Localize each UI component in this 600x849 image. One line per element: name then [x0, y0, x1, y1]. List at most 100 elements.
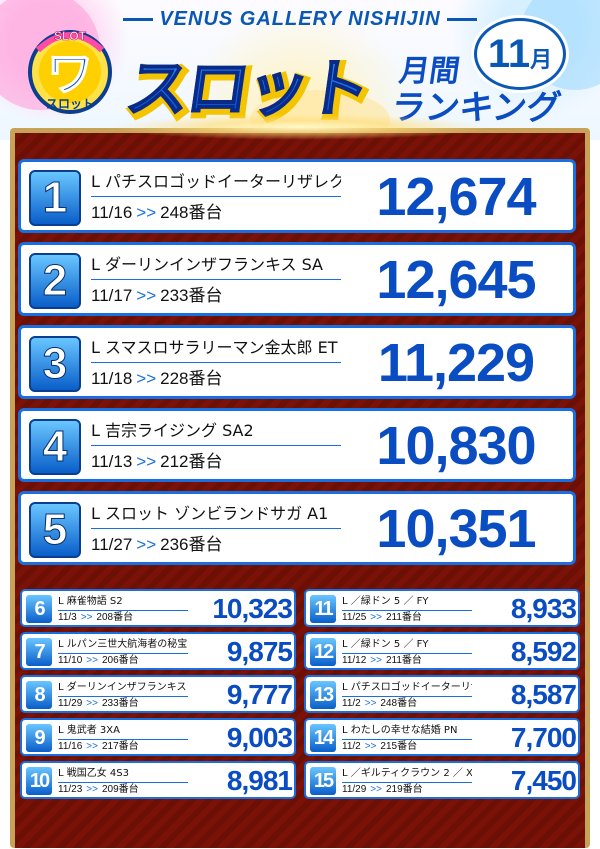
rank-number: 13	[310, 681, 336, 709]
rank-card-small: 11 L ／緑ドン 5 ／ FY 11/25 >> 211番台 8,933	[304, 589, 580, 627]
rank-card-small: 12 L ／緑ドン 5 ／ FY 11/12 >> 211番台 8,592	[304, 632, 580, 670]
rank-card-small: 13 L パチスロゴッドイーターリザレクション SLED11/2>>248番台 8,…	[304, 675, 580, 713]
arrow-icon: >>	[364, 741, 377, 752]
rank-number: 6	[26, 595, 52, 623]
slot-logo: SLOT ワ スロット	[28, 29, 112, 114]
rank-number: 9	[26, 724, 52, 752]
rank-card-small: 7 L ルパン三世大航海者の秘宝 H111/10>>206番台 9,875	[20, 632, 296, 670]
arrow-icon: >>	[86, 655, 98, 666]
payout-value: 8,933	[510, 593, 577, 624]
date-slot-line: 11/13 >> 212番台	[91, 449, 223, 475]
date-slot-line: 11/29 >> 219番台	[342, 782, 423, 797]
machine-name: L ／緑ドン 5 ／ FY	[342, 636, 472, 654]
play-date: 11/27	[91, 535, 133, 554]
play-date: 11/3	[58, 612, 77, 623]
machine-name: L ルパン三世大航海者の秘宝 H1	[58, 636, 188, 654]
rank-number: 8	[26, 681, 52, 709]
payout-value: 10,830	[376, 416, 536, 476]
machine-name: L スマスロサラリーマン金太郎 ET	[91, 334, 341, 363]
play-date: 11/16	[91, 203, 133, 222]
decor-sparkle	[110, 114, 490, 140]
arrow-icon: >>	[370, 655, 382, 666]
play-date: 11/12	[342, 655, 367, 666]
arrow-icon: >>	[86, 741, 98, 752]
payout-value: 12,645	[376, 250, 536, 310]
date-slot-line: 11/2 >> 248番台	[342, 696, 417, 711]
machine-name: L パチスロゴッドイーターリザレクション SLED	[342, 679, 472, 697]
machine-name: L 鬼武者 3XA	[58, 722, 188, 740]
rank-number: 4	[29, 419, 81, 475]
payout-value: 8,592	[510, 636, 577, 667]
slot-number: 211番台	[385, 612, 422, 623]
play-date: 11/13	[91, 452, 133, 471]
play-date: 11/16	[58, 741, 83, 752]
arrow-icon: >>	[136, 203, 157, 222]
payout-value: 9,003	[226, 722, 293, 753]
machine-name: L ダーリンインザフランキス SA	[91, 251, 341, 280]
rank-card-top: 2 L ダーリンインザフランキス SA 11/17 >> 233番台 12,645	[18, 242, 576, 316]
rank-card-small: 14 L わたしの幸せな結婚 PN 11/2 >> 215番台 7,700	[304, 718, 580, 756]
machine-name: L わたしの幸せな結婚 PN	[342, 722, 472, 740]
play-date: 11/29	[342, 784, 367, 795]
play-date: 11/17	[91, 286, 133, 305]
logo-sub-text: スロット	[46, 97, 94, 111]
rank-number: 15	[310, 767, 336, 795]
play-date: 11/18	[91, 369, 133, 388]
venue-banner: VENUS GALLERY NISHIJIN	[110, 8, 490, 36]
rank-card-top: 4 L 吉宗ライジング SA2 11/13 >> 212番台 10,830	[18, 408, 576, 482]
rank-card-small: 15 L ／ギルティクラウン 2 ／ XF 11/29 >> 219番台 7,450	[304, 761, 580, 799]
play-date: 11/23	[58, 784, 83, 795]
date-slot-line: 11/3 >> 208番台	[58, 610, 133, 625]
slot-number: 208番台	[96, 612, 134, 623]
play-date: 11/25	[342, 612, 367, 623]
payout-value: 9,777	[226, 679, 293, 710]
slot-number: 206番台	[101, 655, 139, 666]
arrow-icon: >>	[86, 698, 98, 709]
rank-number: 5	[29, 502, 81, 558]
date-slot-line: 11/25 >> 211番台	[342, 610, 422, 625]
machine-name: L ダーリンインザフランキス SA	[58, 679, 188, 697]
rank-number: 3	[29, 336, 81, 392]
rank-number: 12	[310, 638, 336, 666]
rank-card-top: 1 L パチスロゴッドイーターリザレクション SLED 11/16>>248番台 12…	[18, 159, 576, 233]
header: VENUS GALLERY NISHIJIN SLOT ワ スロット スロット …	[0, 0, 600, 150]
slot-number: 215番台	[380, 741, 418, 752]
month-number: 11	[487, 32, 531, 76]
rank-number: 7	[26, 638, 52, 666]
payout-value: 8,587	[510, 679, 577, 710]
machine-name: L 麻雀物語 S2	[58, 593, 188, 611]
arrow-icon: >>	[370, 784, 382, 795]
slot-number: 219番台	[385, 784, 423, 795]
date-slot-line: 11/16 >> 248番台	[91, 200, 223, 226]
logo-main-text: ワ	[47, 47, 93, 101]
play-date: 11/29	[58, 698, 83, 709]
date-slot-line: 11/27 >> 236番台	[91, 532, 223, 558]
date-slot-line: 11/18 >> 228番台	[91, 366, 223, 392]
arrow-icon: >>	[136, 452, 157, 471]
month-suffix: 月	[530, 48, 553, 73]
play-date: 11/10	[58, 655, 83, 666]
payout-value: 11,229	[377, 333, 535, 393]
machine-name: L 戦国乙女 4S3	[58, 765, 188, 783]
play-date: 11/2	[342, 698, 361, 709]
payout-value: 12,674	[376, 167, 536, 227]
arrow-icon: >>	[86, 784, 98, 795]
slot-number: 248番台	[160, 203, 223, 222]
slot-number: 233番台	[160, 286, 223, 305]
slot-number: 236番台	[160, 535, 223, 554]
rank-number: 10	[26, 767, 52, 795]
logo-top-text: SLOT	[54, 29, 87, 43]
play-date: 11/2	[342, 741, 361, 752]
payout-value: 10,351	[376, 499, 536, 559]
month-badge: 11月	[474, 18, 566, 90]
slot-number: 233番台	[101, 698, 139, 709]
payout-value: 7,450	[510, 765, 577, 796]
rank-card-top: 5 L スロット ゾンビランドサガ A1 11/27 >> 236番台 10,351	[18, 491, 576, 565]
slot-number: 211番台	[385, 655, 422, 666]
date-slot-line: 11/23 >> 209番台	[58, 782, 139, 797]
payout-value: 8,981	[226, 765, 293, 796]
machine-name: L スロット ゾンビランドサガ A1	[91, 500, 341, 529]
slot-number: 212番台	[160, 452, 223, 471]
